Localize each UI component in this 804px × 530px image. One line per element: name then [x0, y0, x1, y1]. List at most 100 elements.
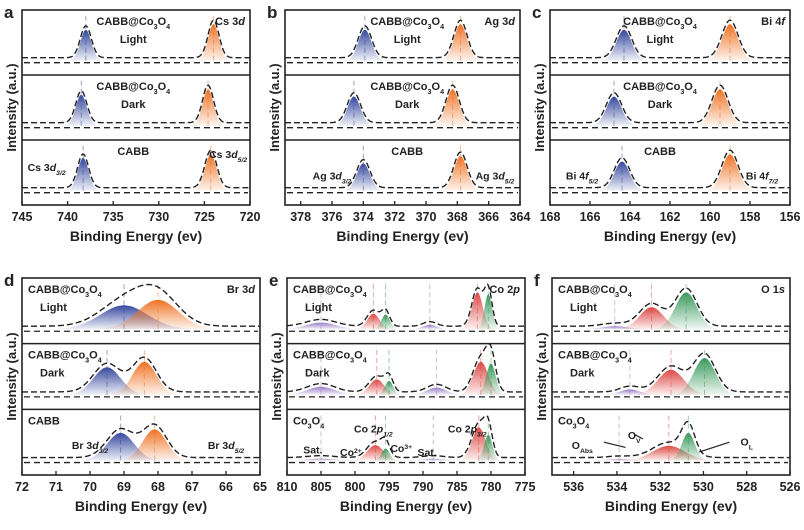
text-segment: s [779, 284, 785, 296]
text-segment: 3/2 [56, 169, 66, 176]
plot-frame [21, 277, 261, 476]
text-segment: d [248, 284, 255, 296]
envelope-fit [286, 283, 525, 327]
envelope-fit [22, 149, 250, 189]
subpanel-1: CABB@Co3O4 Dark [552, 346, 790, 398]
condition-label: Light [647, 34, 674, 46]
x-axis-label: Binding Energy (ev) [75, 498, 207, 514]
component-label: Bi 4f7/2 [746, 170, 778, 185]
envelope-fit [22, 19, 250, 59]
x-tick-label: 370 [416, 210, 437, 224]
text-segment: 4 [320, 422, 324, 430]
peak-blue [599, 29, 649, 61]
text-segment: Co [390, 443, 404, 455]
x-tick-label: 810 [277, 480, 298, 494]
text-segment: CABB@Co [293, 284, 350, 296]
text-segment: d [228, 440, 235, 452]
text-segment: 3 [615, 357, 619, 365]
text-segment: L [749, 444, 753, 451]
text-segment: Co 2 [354, 423, 377, 435]
x-tick-label: 70 [83, 480, 97, 494]
core-level-label: Cs 3d [215, 16, 245, 28]
text-segment: 3 [428, 88, 432, 96]
sample-label: CABB [28, 415, 60, 427]
envelope-fit [285, 84, 520, 124]
text-segment: 4 [628, 291, 632, 299]
sample-label: CABB@Co3O4 [370, 81, 444, 96]
envelope-fit [552, 420, 790, 459]
subpanel-2: CABB [22, 143, 250, 194]
y-axis-label: Intensity (a.u.) [534, 332, 549, 420]
core-level-label: Br 3d [227, 284, 255, 296]
peak-blue [63, 94, 99, 126]
text-segment: Br 3 [208, 440, 229, 452]
component-label: OL [741, 437, 753, 452]
x-tick-label: 72 [15, 480, 29, 494]
panel-letter: d [4, 271, 14, 290]
peak-blue [589, 96, 639, 126]
component-label: Br 3d5/2 [208, 440, 245, 455]
condition-label: Light [305, 302, 332, 314]
subpanel-1: CABB@Co3O4 Dark [22, 346, 260, 398]
x-tick-label: 785 [447, 480, 468, 494]
text-segment: 2+ [354, 448, 362, 455]
sample-label: CABB [391, 146, 423, 158]
text-segment: O [354, 350, 363, 362]
text-segment: d [238, 16, 245, 28]
text-segment: CABB@Co [370, 81, 427, 93]
text-segment: O [577, 415, 586, 427]
x-tick-label: 71 [49, 480, 63, 494]
text-segment: 5/2 [505, 178, 515, 185]
peak-blue [332, 96, 375, 126]
text-segment: O [741, 437, 749, 449]
component-label: Co 2p3/2 [448, 423, 487, 438]
x-tick-label: 372 [384, 210, 405, 224]
text-segment: p [470, 423, 478, 435]
peak-green [667, 433, 710, 461]
subpanel-0: CABB@Co3O4 Light [285, 13, 520, 64]
x-axis-label: Binding Energy (ev) [604, 228, 736, 244]
peak-blue [342, 163, 385, 191]
component-label: Ag 3d5/2 [476, 170, 515, 185]
x-tick-label: 168 [540, 210, 561, 224]
arrow-icon [603, 441, 626, 449]
x-tick-label: 368 [447, 210, 468, 224]
x-axis-label: Binding Energy (ev) [70, 228, 202, 244]
text-segment: Co [340, 447, 354, 459]
subpanel-2: Co3O4 [277, 412, 525, 464]
text-segment: d [508, 16, 515, 28]
envelope-fit [550, 149, 790, 189]
subpanel-1: CABB@Co3O4 Dark [277, 343, 525, 398]
x-tick-label: 775 [515, 480, 536, 494]
x-tick-label: 166 [580, 210, 601, 224]
sample-label: CABB@Co3O4 [558, 350, 632, 365]
text-segment: Cs 3 [215, 16, 238, 28]
component-label: Co 2p1/2 [354, 423, 393, 438]
panel-letter: a [4, 3, 14, 22]
text-segment: 5/2 [235, 447, 245, 454]
sample-label: CABB@Co3O4 [623, 16, 697, 31]
text-segment: O [158, 16, 167, 28]
text-segment: CABB [644, 146, 676, 158]
envelope-fit [285, 19, 520, 59]
y-axis-label: Intensity (a.u.) [267, 63, 282, 151]
component-label: Co2+ [340, 447, 362, 459]
sample-label: Co3O4 [293, 415, 324, 430]
x-tick-label: 534 [606, 480, 627, 494]
text-segment: 3 [85, 357, 89, 365]
text-segment: Bi 4 [761, 16, 782, 28]
subpanel-1: CABB@Co3O4 Dark [550, 78, 790, 129]
x-tick-label: 780 [481, 480, 502, 494]
text-segment: O 1 [761, 284, 779, 296]
panel-letter: b [267, 3, 277, 22]
text-segment: CABB@Co [623, 81, 680, 93]
x-tick-label: 158 [740, 210, 761, 224]
x-tick-label: 800 [345, 480, 366, 494]
text-segment: O [89, 350, 98, 362]
sample-label: CABB@Co3O4 [293, 350, 367, 365]
text-segment: 4 [693, 88, 697, 96]
text-segment: Co [558, 415, 573, 427]
text-segment: O [619, 284, 628, 296]
